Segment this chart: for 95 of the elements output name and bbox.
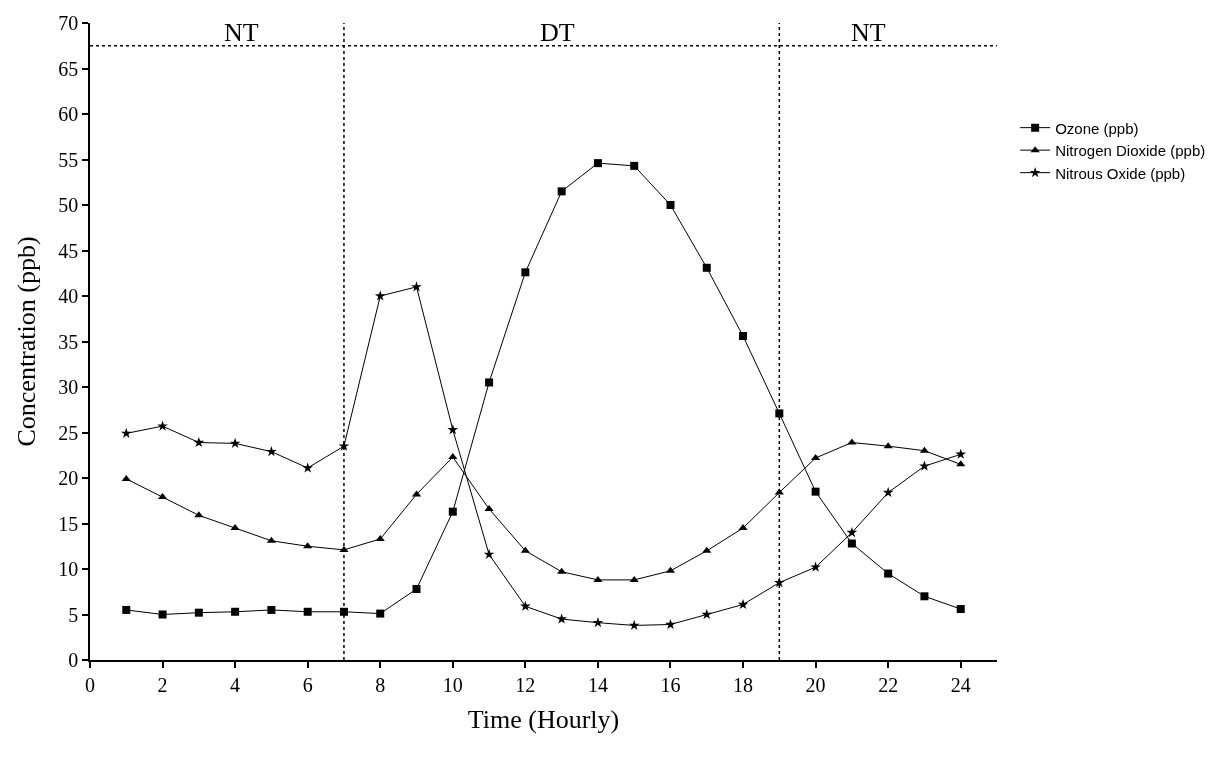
point xyxy=(630,161,639,170)
y-tick-label: 60 xyxy=(58,103,79,125)
point xyxy=(158,610,167,619)
x-tick-label: 8 xyxy=(375,673,386,696)
point xyxy=(267,605,276,614)
point xyxy=(266,446,277,457)
y-axis-title: Concentration (ppb) xyxy=(12,236,42,447)
point xyxy=(557,567,567,574)
point xyxy=(884,569,893,578)
point xyxy=(303,542,313,549)
point xyxy=(629,575,639,582)
point xyxy=(882,486,894,498)
x-tick-label: 10 xyxy=(442,673,463,696)
point xyxy=(955,448,967,459)
y-tick-label: 65 xyxy=(58,57,79,80)
x-tick-label: 6 xyxy=(302,673,313,696)
y-tick-label: 70 xyxy=(58,12,79,34)
point xyxy=(520,600,531,611)
point xyxy=(846,527,858,538)
x-tick-label: 14 xyxy=(587,673,608,696)
point xyxy=(120,427,132,438)
point xyxy=(701,608,713,620)
y-tick-label: 35 xyxy=(58,330,79,353)
y-tick-label: 10 xyxy=(58,558,79,580)
point xyxy=(448,507,457,516)
point xyxy=(739,332,748,341)
legend-label: Nitrous Oxide (ppb) xyxy=(1055,164,1186,182)
y-tick-label: 45 xyxy=(58,239,79,262)
point xyxy=(485,378,494,387)
point xyxy=(231,607,240,616)
point xyxy=(702,263,711,272)
point xyxy=(592,617,604,628)
point xyxy=(302,462,314,473)
point xyxy=(811,487,820,496)
point xyxy=(702,546,712,553)
point xyxy=(920,592,929,601)
x-tick-label: 16 xyxy=(660,673,681,696)
point xyxy=(157,420,168,431)
point xyxy=(374,290,386,301)
point xyxy=(483,548,495,559)
point xyxy=(230,524,240,531)
annotation: DT xyxy=(540,18,575,47)
y-tick-label: 50 xyxy=(58,194,79,216)
point xyxy=(520,546,530,553)
point xyxy=(194,608,203,617)
point xyxy=(919,460,930,471)
point xyxy=(557,187,566,196)
point xyxy=(375,534,385,541)
point xyxy=(810,561,821,572)
point xyxy=(447,424,459,435)
x-tick-label: 0 xyxy=(85,673,95,696)
legend-label: Nitrogen Dioxide (ppb) xyxy=(1055,142,1206,159)
legend-label: Ozone (ppb) xyxy=(1055,119,1139,137)
point xyxy=(122,605,131,614)
point xyxy=(738,524,748,531)
point xyxy=(376,609,385,618)
x-axis-title: Time (Hourly) xyxy=(467,704,620,734)
y-tick-label: 55 xyxy=(58,148,79,171)
point xyxy=(193,436,205,448)
y-tick-label: 0 xyxy=(68,649,79,671)
point xyxy=(847,438,857,445)
point xyxy=(484,504,494,511)
x-tick-label: 20 xyxy=(805,673,826,696)
y-tick-label: 5 xyxy=(68,603,79,626)
point xyxy=(303,607,312,616)
point xyxy=(412,585,421,594)
y-tick-label: 20 xyxy=(58,467,79,489)
point xyxy=(774,488,784,495)
x-tick-label: 24 xyxy=(950,673,971,696)
point xyxy=(121,474,131,481)
y-tick-label: 30 xyxy=(58,376,79,398)
point xyxy=(737,598,749,610)
point xyxy=(411,281,422,292)
y-tick-label: 40 xyxy=(58,285,79,307)
y-tick-label: 25 xyxy=(58,421,79,444)
x-tick-label: 2 xyxy=(157,673,168,696)
x-tick-label: 12 xyxy=(515,673,536,696)
point xyxy=(229,437,241,448)
annotation: NT xyxy=(851,18,886,47)
x-tick-label: 4 xyxy=(230,673,241,696)
point xyxy=(593,575,603,582)
point xyxy=(628,619,640,630)
point xyxy=(847,539,856,548)
point xyxy=(666,201,675,209)
point xyxy=(593,159,602,168)
x-tick-label: 18 xyxy=(733,673,754,696)
point xyxy=(556,613,567,624)
point xyxy=(775,409,784,418)
point xyxy=(956,605,965,614)
point xyxy=(448,453,458,460)
annotation: NT xyxy=(224,18,259,47)
y-tick-label: 15 xyxy=(58,512,79,535)
point xyxy=(665,618,676,630)
x-tick-label: 22 xyxy=(878,673,899,696)
point xyxy=(521,268,530,277)
